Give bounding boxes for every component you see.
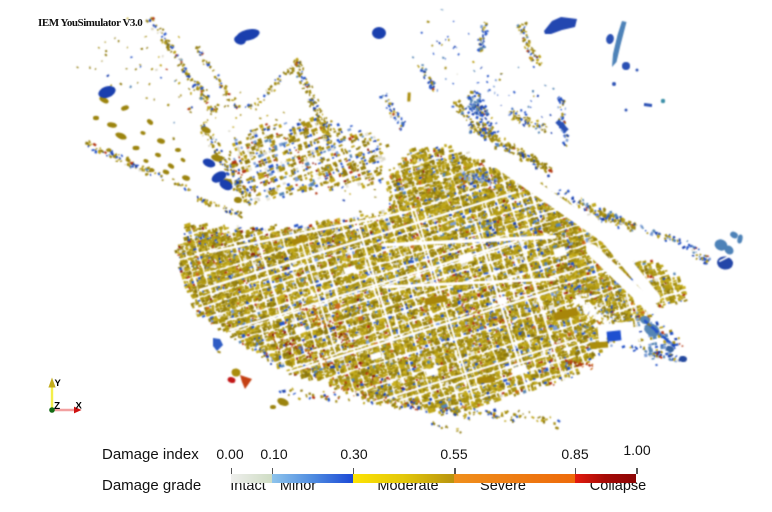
svg-text:Z: Z bbox=[54, 401, 60, 412]
svg-text:Y: Y bbox=[55, 378, 62, 389]
svg-text:X: X bbox=[76, 401, 83, 412]
